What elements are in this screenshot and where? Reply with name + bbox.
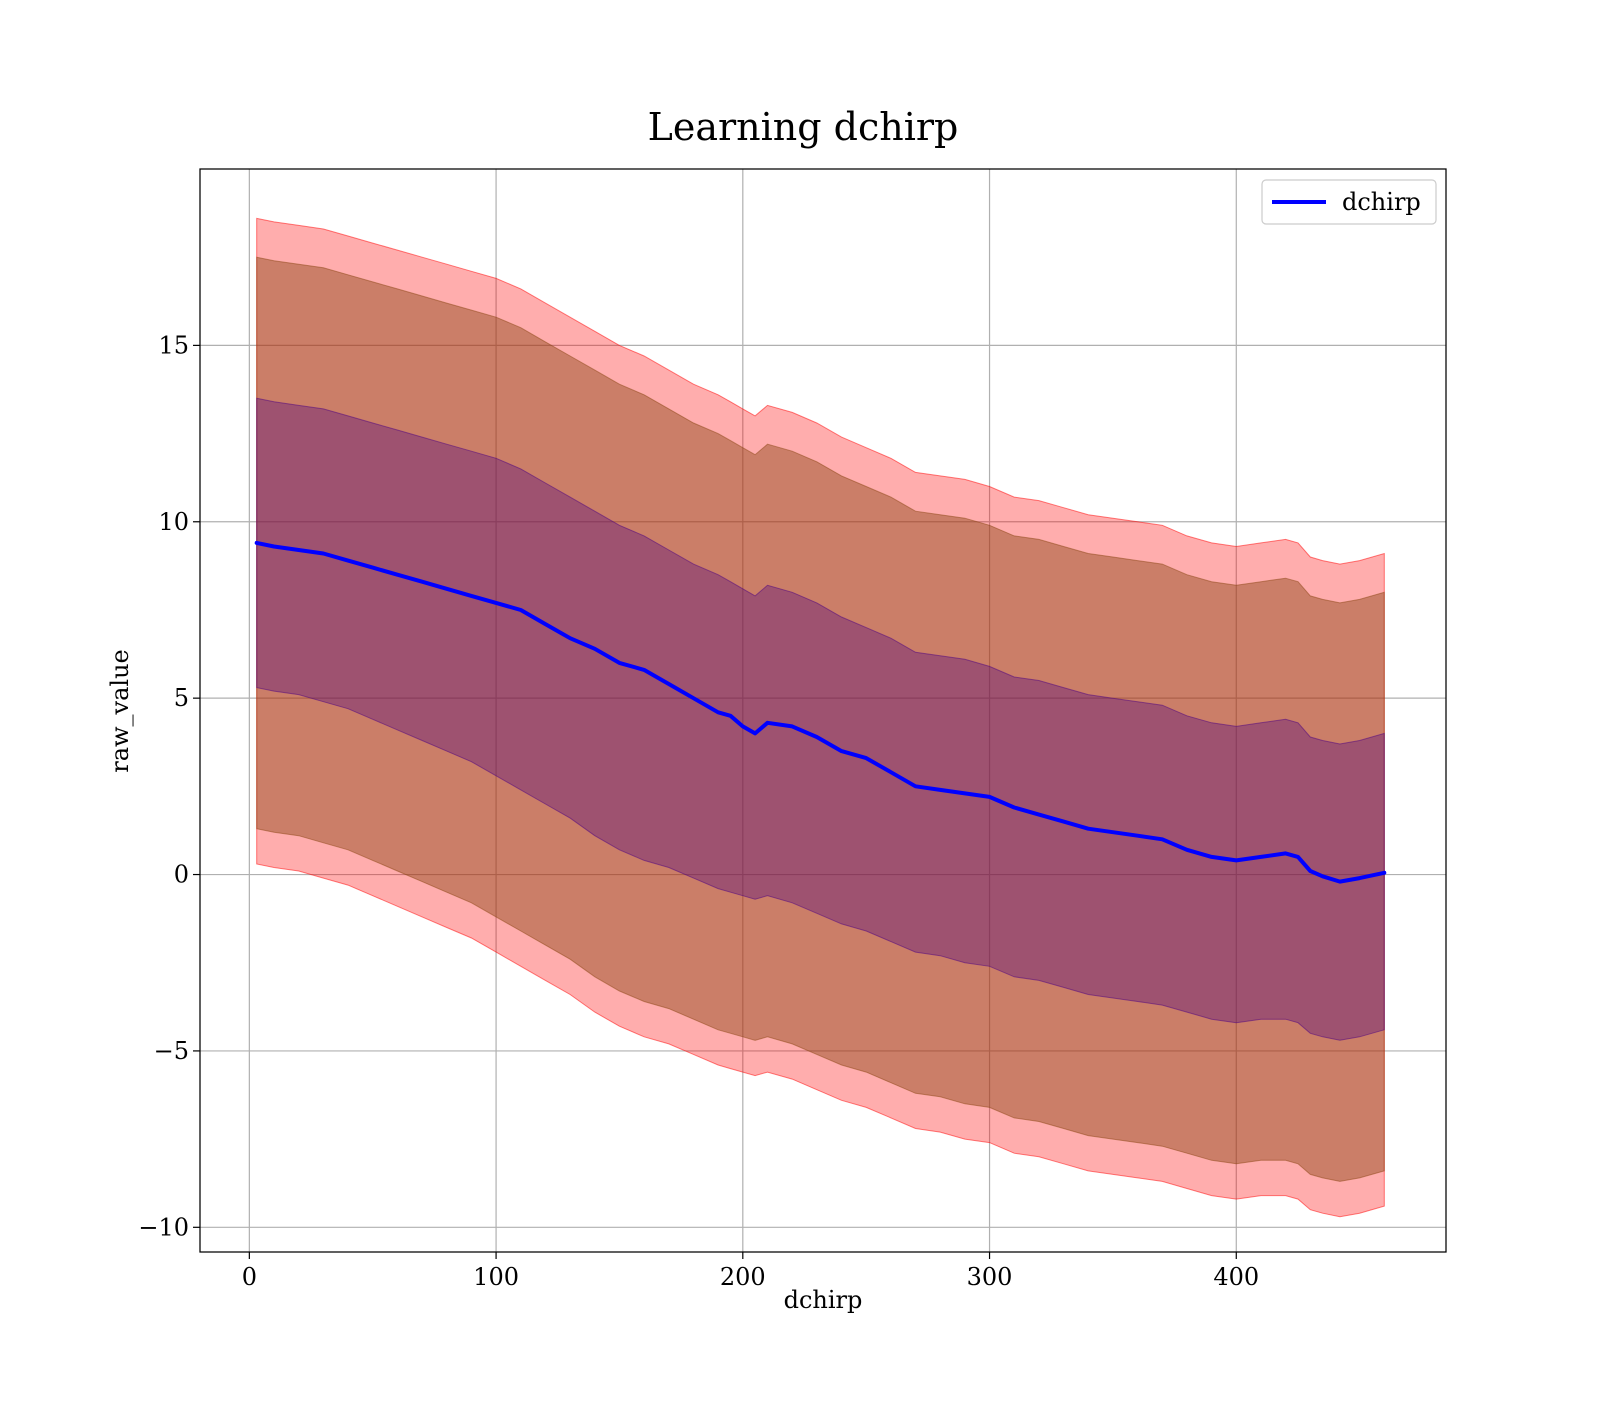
band-outer — [256, 217, 1385, 1218]
x-tick-label-0: 0 — [242, 1263, 257, 1291]
x-tick-label-2: 200 — [720, 1263, 766, 1291]
y-tick-label-1: −5 — [154, 1037, 189, 1065]
legend: dchirp — [1261, 179, 1437, 225]
x-axis-label: dchirp — [784, 1286, 863, 1314]
y-tick-label-2: 0 — [174, 861, 189, 889]
series-lines — [254, 540, 1387, 884]
x-tick-label-4: 400 — [1213, 1263, 1259, 1291]
y-axis-label: raw_value — [106, 649, 134, 773]
band-inner — [256, 397, 1385, 1041]
plot-frame — [199, 168, 1447, 1253]
y-tick-label-3: 5 — [174, 684, 189, 712]
legend-label: dchirp — [1342, 188, 1421, 216]
legend-box — [1261, 179, 1437, 225]
band-middle — [256, 256, 1385, 1182]
ticks: 0 100 200 300 400 −10 −5 0 5 10 15 — [138, 331, 1259, 1291]
x-tick-label-3: 300 — [967, 1263, 1013, 1291]
series-line-dchirp — [254, 540, 1387, 884]
y-tick-label-4: 10 — [158, 508, 189, 536]
y-tick-label-5: 15 — [158, 331, 189, 359]
y-tick-label-0: −10 — [138, 1213, 189, 1241]
x-tick-label-1: 100 — [473, 1263, 519, 1291]
grid — [200, 169, 1446, 1252]
chart-title: Learning dchirp — [648, 105, 959, 149]
bands — [256, 217, 1385, 1218]
